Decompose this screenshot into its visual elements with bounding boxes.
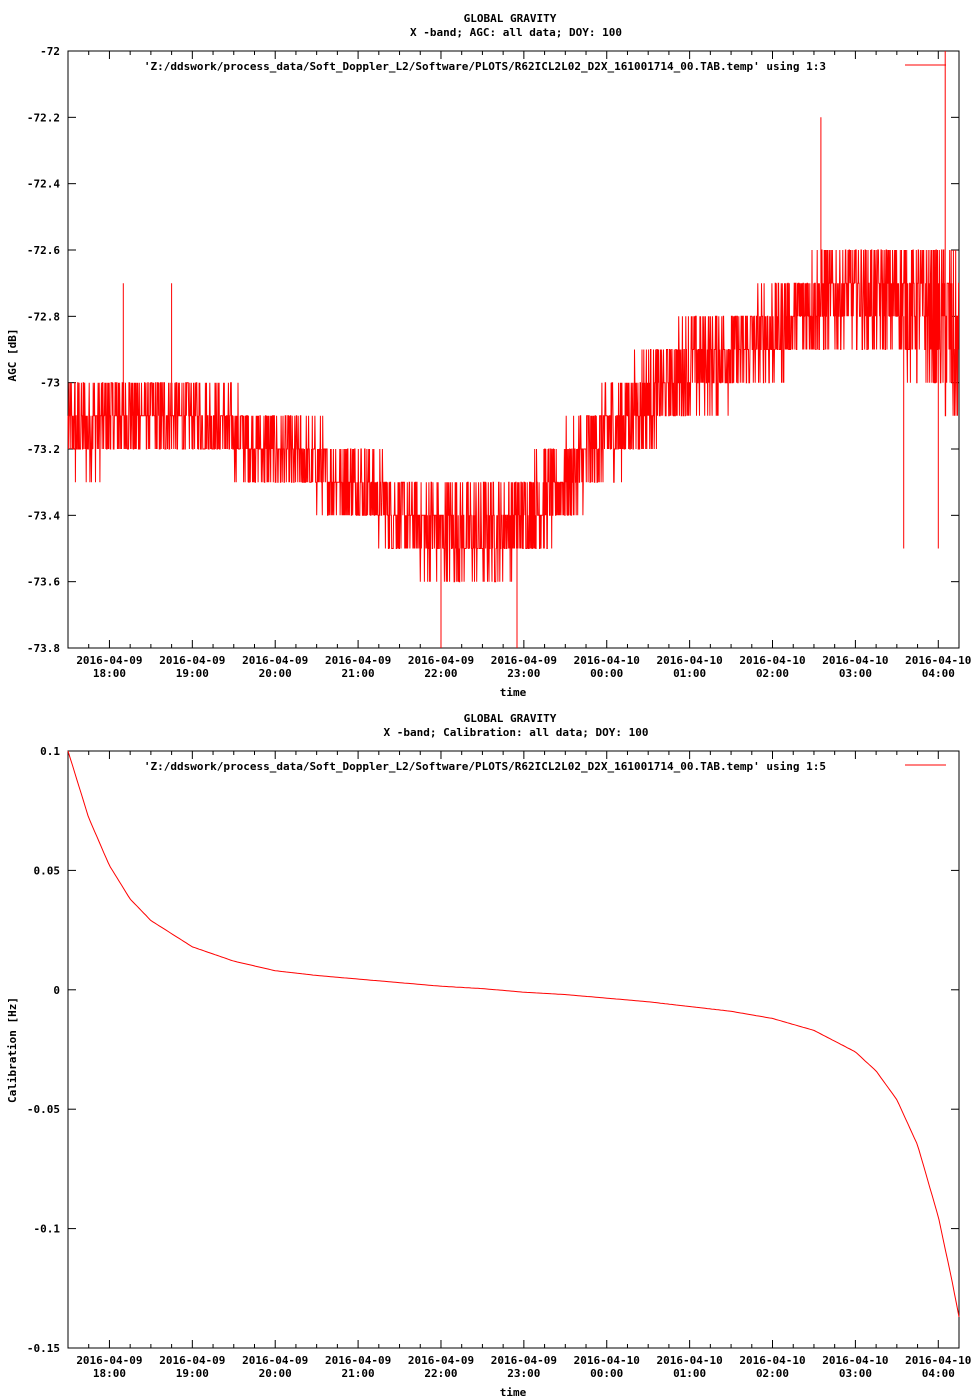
x-tick-date: 2016-04-10 (905, 654, 971, 667)
x-tick-date: 2016-04-09 (159, 1354, 225, 1367)
x-tick-time: 22:00 (424, 1367, 457, 1380)
y-tick-label: -73 (40, 377, 60, 390)
y-tick-label: 0.1 (40, 745, 60, 758)
x-tick-time: 02:00 (756, 667, 789, 680)
x-tick-date: 2016-04-10 (574, 654, 640, 667)
x-tick-date: 2016-04-09 (408, 654, 474, 667)
series-line (67, 51, 960, 648)
x-tick-time: 02:00 (756, 1367, 789, 1380)
x-tick-date: 2016-04-09 (408, 1354, 474, 1367)
x-tick-time: 00:00 (590, 1367, 623, 1380)
x-tick-date: 2016-04-10 (739, 1354, 805, 1367)
x-tick-date: 2016-04-09 (159, 654, 225, 667)
legend-label: 'Z:/ddswork/process_data/Soft_Doppler_L2… (144, 60, 826, 73)
chart-subtitle: X -band; AGC: all data; DOY: 100 (410, 26, 622, 39)
y-tick-label: -0.1 (34, 1223, 61, 1236)
plot-frame (67, 750, 960, 1349)
x-tick-time: 03:00 (839, 667, 872, 680)
x-tick-time: 21:00 (342, 1367, 375, 1380)
x-tick-date: 2016-04-10 (739, 654, 805, 667)
x-tick-date: 2016-04-09 (242, 1354, 308, 1367)
y-tick-label: -73.4 (27, 509, 60, 522)
x-ticks: 2016-04-0918:002016-04-0919:002016-04-09… (67, 751, 971, 1380)
x-tick-time: 01:00 (673, 1367, 706, 1380)
y-tick-label: -72 (40, 45, 60, 58)
x-tick-time: 20:00 (259, 667, 292, 680)
y-tick-label: -73.2 (27, 443, 60, 456)
x-tick-time: 23:00 (507, 667, 540, 680)
x-tick-date: 2016-04-10 (905, 1354, 971, 1367)
chart-title: GLOBAL GRAVITY (464, 712, 557, 725)
y-tick-label: -72.6 (27, 244, 60, 257)
series-group (67, 750, 960, 1318)
x-tick-time: 18:00 (93, 667, 126, 680)
plot-frame (67, 50, 960, 649)
x-tick-date: 2016-04-10 (657, 1354, 723, 1367)
series-group (67, 51, 960, 648)
x-tick-time: 23:00 (507, 1367, 540, 1380)
x-tick-time: 19:00 (176, 667, 209, 680)
x-tick-time: 21:00 (342, 667, 375, 680)
y-tick-label: 0 (53, 984, 60, 997)
legend-label: 'Z:/ddswork/process_data/Soft_Doppler_L2… (144, 760, 826, 773)
y-axis-label: Calibration [Hz] (6, 997, 19, 1103)
x-tick-time: 18:00 (93, 1367, 126, 1380)
series-line (67, 750, 960, 1318)
x-tick-time: 19:00 (176, 1367, 209, 1380)
x-axis-label: time (500, 686, 527, 699)
y-ticks: 0.1 0.05 0 -0.05 -0.1 -0.15 (27, 745, 959, 1355)
x-tick-date: 2016-04-09 (491, 654, 557, 667)
y-tick-label: -72.2 (27, 111, 60, 124)
x-tick-time: 22:00 (424, 667, 457, 680)
x-tick-time: 04:00 (922, 667, 955, 680)
x-tick-time: 03:00 (839, 1367, 872, 1380)
x-tick-date: 2016-04-10 (574, 1354, 640, 1367)
y-axis-label: AGC [dB] (6, 329, 19, 382)
y-tick-label: -0.05 (27, 1103, 60, 1116)
y-tick-label: -72.8 (27, 310, 60, 323)
x-axis-label: time (500, 1386, 527, 1399)
x-tick-date: 2016-04-09 (325, 654, 391, 667)
chart-title: GLOBAL GRAVITY (464, 12, 557, 25)
y-tick-label: -73.6 (27, 576, 60, 589)
x-tick-date: 2016-04-09 (242, 654, 308, 667)
x-tick-date: 2016-04-10 (822, 1354, 888, 1367)
y-tick-label: 0.05 (34, 864, 61, 877)
chart-subtitle: X -band; Calibration: all data; DOY: 100 (384, 726, 649, 739)
x-tick-time: 04:00 (922, 1367, 955, 1380)
x-tick-time: 20:00 (259, 1367, 292, 1380)
x-ticks: 2016-04-0918:002016-04-0919:002016-04-09… (67, 51, 971, 680)
calibration-chart: GLOBAL GRAVITY X -band; Calibration: all… (6, 712, 971, 1399)
agc-chart: GLOBAL GRAVITY X -band; AGC: all data; D… (6, 12, 971, 699)
x-tick-date: 2016-04-09 (76, 1354, 142, 1367)
x-tick-date: 2016-04-09 (491, 1354, 557, 1367)
x-tick-date: 2016-04-09 (76, 654, 142, 667)
y-ticks: -72 -72.2 -72.4 -72.6 -72.8 -73 -73.2 -73.4 -73.… (27, 45, 959, 655)
x-tick-date: 2016-04-10 (657, 654, 723, 667)
x-tick-time: 00:00 (590, 667, 623, 680)
y-tick-label: -72.4 (27, 178, 60, 191)
y-tick-label: -73.8 (27, 642, 60, 655)
x-tick-date: 2016-04-09 (325, 1354, 391, 1367)
x-tick-time: 01:00 (673, 667, 706, 680)
y-tick-label: -0.15 (27, 1342, 60, 1355)
x-tick-date: 2016-04-10 (822, 654, 888, 667)
